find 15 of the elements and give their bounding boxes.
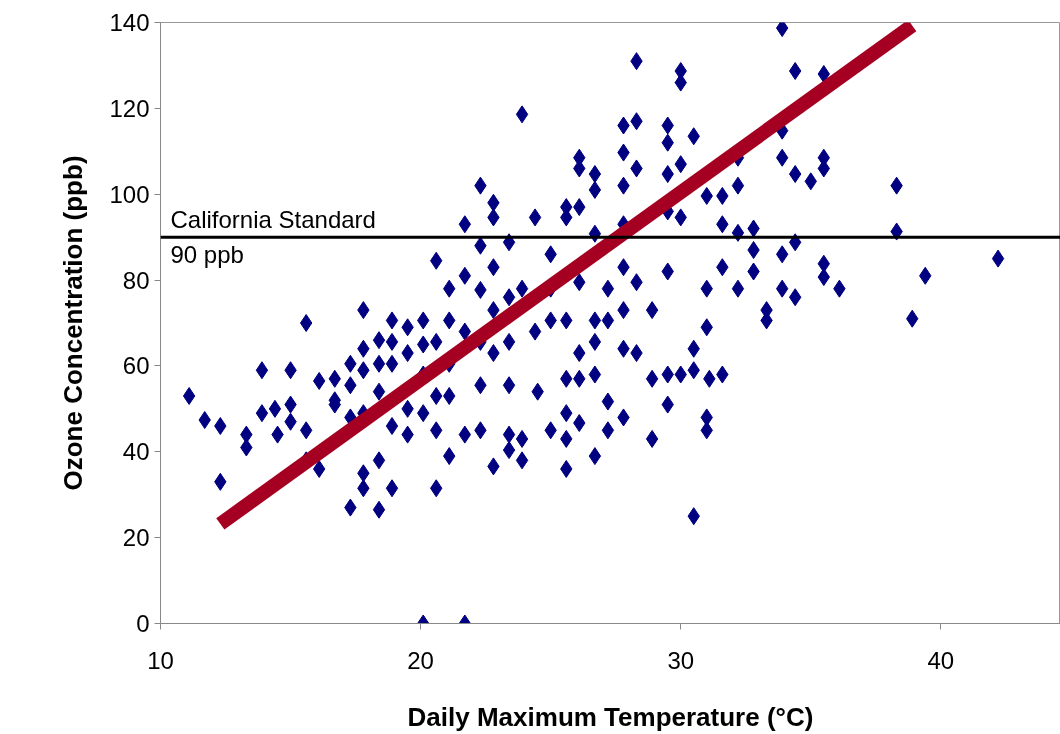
y-tick-label: 0 — [136, 610, 150, 637]
y-axis-title: Ozone Concentration (ppb) — [58, 155, 89, 491]
x-tick-label: 10 — [147, 646, 174, 674]
y-tick-label: 100 — [109, 180, 150, 208]
x-tick-label: 20 — [407, 646, 434, 674]
y-tick-label: 140 — [109, 9, 150, 36]
x-axis-title: Daily Maximum Temperature (°C) — [407, 701, 814, 732]
ref-line-label: California Standard 90 ppb — [170, 206, 376, 269]
x-tick-label: 30 — [667, 646, 695, 674]
y-tick-label: 40 — [122, 438, 150, 466]
y-tick-label: 20 — [122, 524, 150, 552]
y-tick-label: 80 — [122, 266, 150, 294]
y-tick-label: 60 — [122, 352, 150, 380]
y-tick-label: 120 — [109, 94, 150, 122]
x-tick-label: 40 — [927, 646, 955, 674]
